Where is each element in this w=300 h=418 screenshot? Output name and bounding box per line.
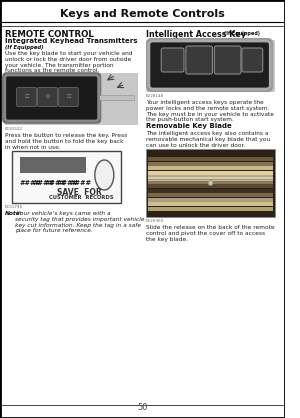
- Bar: [98, 95, 134, 100]
- Bar: [148, 175, 273, 179]
- Bar: [148, 184, 273, 188]
- Bar: [148, 189, 273, 193]
- Text: E151795: E151795: [5, 205, 23, 209]
- Ellipse shape: [95, 160, 114, 190]
- Bar: [148, 171, 273, 174]
- Bar: [12, 151, 122, 203]
- Bar: [148, 166, 273, 170]
- Text: Integrated Keyhead Transmitters: Integrated Keyhead Transmitters: [5, 38, 137, 44]
- FancyBboxPatch shape: [147, 39, 272, 91]
- Text: Note:: Note:: [5, 211, 23, 216]
- Text: Keys and Remote Controls: Keys and Remote Controls: [60, 9, 225, 19]
- Bar: [148, 157, 273, 161]
- Bar: [148, 206, 273, 211]
- FancyBboxPatch shape: [38, 87, 57, 107]
- Text: E126360: E126360: [146, 219, 164, 223]
- Text: ####: ####: [69, 179, 91, 187]
- Bar: [148, 197, 273, 201]
- Bar: [146, 149, 275, 217]
- Text: (If Equipped): (If Equipped): [5, 45, 43, 50]
- Text: 50: 50: [137, 403, 148, 412]
- Text: SAVE  FOR: SAVE FOR: [57, 188, 102, 197]
- Text: ####: ####: [20, 179, 42, 187]
- Text: E191532: E191532: [5, 127, 23, 131]
- Text: Your vehicle’s keys came with a
security tag that provides important vehicle
key: Your vehicle’s keys came with a security…: [15, 211, 145, 233]
- Bar: [148, 161, 273, 166]
- Text: (If Equipped): (If Equipped): [224, 31, 260, 36]
- FancyBboxPatch shape: [186, 46, 212, 74]
- Text: ☐: ☐: [24, 94, 29, 99]
- FancyBboxPatch shape: [3, 73, 100, 123]
- Bar: [148, 179, 273, 184]
- Text: Intelligent Access Key: Intelligent Access Key: [146, 30, 246, 39]
- Text: ☐: ☐: [66, 94, 70, 99]
- Text: REMOTE CONTROL: REMOTE CONTROL: [5, 30, 94, 39]
- Circle shape: [208, 181, 213, 186]
- FancyBboxPatch shape: [242, 48, 263, 72]
- FancyBboxPatch shape: [161, 48, 184, 72]
- Bar: [146, 40, 275, 92]
- Text: ####: ####: [45, 179, 67, 187]
- Bar: [148, 177, 273, 181]
- Text: The intelligent access key also contains a
removable mechanical key blade that y: The intelligent access key also contains…: [146, 131, 270, 148]
- Text: E228148: E228148: [146, 94, 164, 98]
- Text: CUSTOMER  RECORDS: CUSTOMER RECORDS: [49, 195, 114, 200]
- Text: ⊙: ⊙: [45, 94, 50, 99]
- Text: Removable Key Blade: Removable Key Blade: [146, 123, 232, 129]
- Text: Your intelligent access keys operate the
power locks and the remote start system: Your intelligent access keys operate the…: [146, 100, 274, 122]
- Text: Slide the release on the back of the remote
control and pivot the cover off to a: Slide the release on the back of the rem…: [146, 225, 275, 242]
- Text: ####: ####: [32, 179, 54, 187]
- Text: ####: ####: [57, 179, 79, 187]
- Text: Use the key blade to start your vehicle and
unlock or lock the driver door from : Use the key blade to start your vehicle …: [5, 51, 132, 74]
- FancyBboxPatch shape: [16, 87, 37, 107]
- Text: Press the button to release the key. Press
and hold the button to fold the key b: Press the button to release the key. Pre…: [5, 133, 127, 150]
- Bar: [148, 202, 273, 206]
- Bar: [5, 73, 137, 125]
- FancyBboxPatch shape: [58, 87, 78, 107]
- FancyBboxPatch shape: [214, 46, 241, 74]
- Bar: [20, 157, 86, 173]
- Bar: [148, 193, 273, 197]
